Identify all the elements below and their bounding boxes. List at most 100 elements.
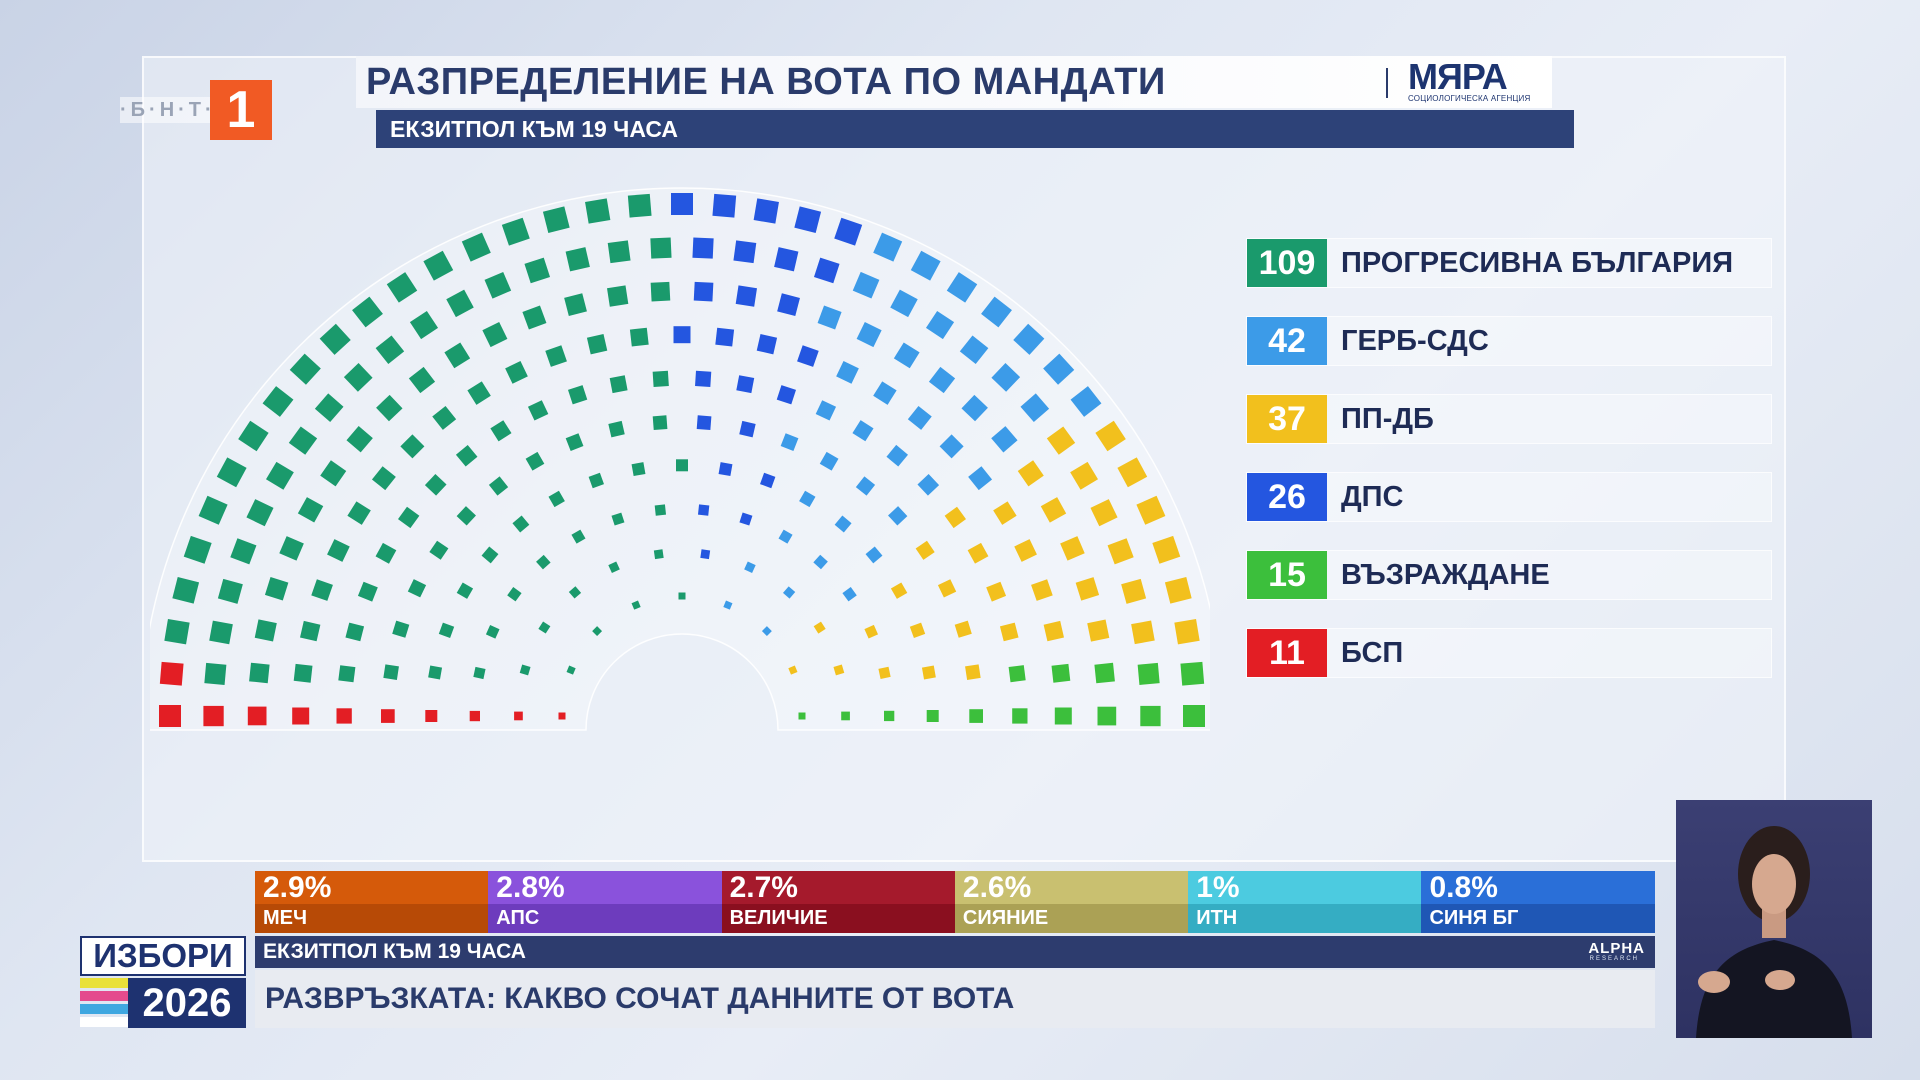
result-party-name: СИНЯ БГ [1421,904,1655,933]
seat [407,579,427,598]
seat [799,490,816,508]
seat [409,310,439,340]
seat [611,512,625,526]
seat [481,546,499,564]
interpreter-figure [1696,826,1852,1038]
seat [545,345,567,367]
seat [501,217,530,246]
seat [873,232,903,262]
elections-logo: ИЗБОРИ 2026 [80,936,246,1030]
hemicycle-outline [150,187,1210,731]
legend-row: 42 ГЕРБ-СДС [1246,316,1772,366]
seat [886,444,909,467]
seat [883,710,895,722]
party-name: ВЪЗРАЖДАНЕ [1341,559,1550,591]
page-subtitle: ЕКЗИТПОЛ КЪМ 19 ЧАСА [390,116,679,142]
seat [607,240,631,264]
legend-row: 109 ПРОГРЕСИВНА БЪЛГАРИЯ [1246,238,1772,288]
seat [608,561,620,574]
seat [289,353,321,385]
seat [456,506,476,526]
seat [609,375,628,394]
seat [524,257,551,284]
seat [1070,461,1099,490]
seat [375,335,405,364]
seat [1017,460,1044,487]
seat [1097,706,1117,726]
seat [909,622,926,638]
party-seat-count: 11 [1247,629,1327,677]
seat [959,335,989,364]
seat [217,578,243,604]
seat [183,535,212,564]
party-name: ПП-ДБ [1341,403,1434,435]
alpha-research-logo: ALPHA [1588,940,1645,957]
seat [392,620,410,638]
seat [429,540,449,560]
seat [490,420,512,442]
seat [878,666,891,679]
elections-label: ИЗБОРИ [80,936,246,976]
result-percent: 0.8% [1421,871,1655,904]
seat [371,466,396,491]
seat [159,705,181,727]
seat [586,334,608,355]
result-percent: 2.7% [721,871,955,904]
party-name: ГЕРБ-СДС [1341,325,1489,357]
legend-row: 26 ДПС [1246,472,1772,522]
seat [512,515,530,533]
bnt1-logo: ·Б·Н·Т· 1 [120,80,285,140]
seat [813,554,828,570]
headline-bar: РАЗВРЪЗКАТА: КАКВО СОЧАТ ДАННИТЕ ОТ ВОТА [255,970,1655,1028]
seat [678,592,686,600]
seat [288,426,318,455]
seat [1051,663,1071,683]
seat [254,619,277,642]
seat [671,193,693,215]
seat [986,581,1007,602]
seat [910,250,941,281]
seat [247,706,267,726]
background-panel [142,56,1786,862]
seat [921,665,936,680]
seat [292,707,310,725]
seat [991,363,1021,392]
seat [819,451,839,471]
seat [424,473,447,496]
seat [735,285,757,307]
seat [425,710,438,722]
seat [944,506,966,529]
seat [1117,457,1148,488]
seat [376,394,403,422]
seat [327,539,350,562]
result-percent: 1% [1188,871,1422,904]
seat [1075,577,1100,601]
seat [438,622,455,638]
result-cell: 2.6% СИЯНИЕ [954,871,1189,933]
seat [937,579,957,598]
seat [1013,323,1045,355]
seat [484,271,512,299]
seat [961,394,988,422]
seat [607,285,629,307]
seat [890,289,918,318]
seat [968,466,993,491]
seat [279,536,304,561]
seat [1140,705,1161,727]
seat [841,711,850,721]
result-cell: 2.9% МЕЧ [255,871,489,933]
seat [216,457,247,488]
ticker-label-bar: ЕКЗИТПОЛ КЪМ 19 ЧАСА ALPHA RESEARCH [255,936,1655,968]
seat [629,327,649,347]
seat [238,420,269,452]
subtitle-bar: ЕКЗИТПОЛ КЪМ 19 ЧАСА [376,110,1574,148]
seat [873,381,897,405]
seat [1183,705,1205,727]
seat [311,579,333,601]
agency-name: МЯРА [1408,56,1508,97]
seat [650,281,671,302]
seat [833,664,845,676]
ticker-label: ЕКЗИТПОЛ КЪМ 19 ЧАСА [263,940,526,963]
seat [1107,538,1134,565]
seat [1087,619,1110,642]
